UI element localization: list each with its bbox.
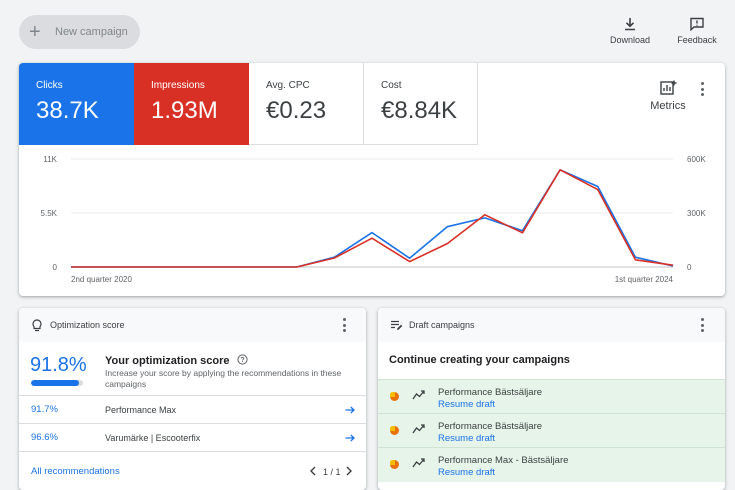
chevron-right-icon[interactable] xyxy=(345,466,353,476)
x-tick-label: 2nd quarter 2020 xyxy=(71,275,132,284)
optimization-description: Increase your score by applying the reco… xyxy=(105,368,342,389)
optimization-row-score: 91.7% xyxy=(31,404,58,415)
y-right-tick-label: 300K xyxy=(687,209,706,218)
performance-trend-icon xyxy=(412,424,425,434)
metric-avg-cpc[interactable]: Avg. CPC €0.23 xyxy=(249,63,364,145)
y-left-tick-label: 0 xyxy=(53,263,58,272)
divider xyxy=(19,423,366,424)
svg-text:?: ? xyxy=(240,357,244,364)
pagination-text: 1 / 1 xyxy=(323,467,341,477)
draft-campaign-row[interactable]: Performance Max - Bästsäljare Resume dra… xyxy=(378,447,725,482)
divider xyxy=(19,451,366,452)
draft-card-header: Draft campaigns xyxy=(378,308,725,342)
optimization-heading-text: Your optimization score xyxy=(105,355,230,367)
optimization-row-score: 96.6% xyxy=(31,432,58,443)
feedback-icon xyxy=(690,17,704,31)
y-left-tick-label: 5.5K xyxy=(41,209,58,218)
metric-clicks[interactable]: Clicks 38.7K xyxy=(19,63,134,145)
optimization-score-card: Optimization score 91.8% Your optimizati… xyxy=(19,308,366,490)
help-icon[interactable]: ? xyxy=(236,354,248,365)
optimization-row-name: Performance Max xyxy=(105,405,177,415)
metric-cost[interactable]: Cost €8.84K xyxy=(364,63,478,145)
optimization-card-header: Optimization score xyxy=(19,308,366,342)
optimization-row-name: Varumärke | Escooterfix xyxy=(105,433,201,443)
optimization-card-title: Optimization score xyxy=(50,320,125,330)
optimization-row[interactable]: 96.6% Varumärke | Escooterfix xyxy=(19,424,366,451)
metric-label: Impressions xyxy=(151,80,205,91)
draft-campaign-row[interactable]: Performance Bästsäljare Resume draft xyxy=(378,379,725,414)
optimization-score-bar xyxy=(31,380,83,386)
metric-value: 1.93M xyxy=(151,97,218,124)
feedback-button[interactable]: Feedback xyxy=(674,17,720,45)
chevron-left-icon[interactable] xyxy=(309,466,317,476)
metrics-button[interactable]: Metrics xyxy=(649,80,687,112)
optimization-score-value: 91.8% xyxy=(30,354,87,376)
resume-draft-link[interactable]: Resume draft xyxy=(438,433,496,444)
metric-value: 38.7K xyxy=(36,97,99,124)
metrics-label: Metrics xyxy=(650,100,686,112)
draft-status-icon xyxy=(390,392,399,401)
series-line-impressions xyxy=(71,168,674,268)
download-button[interactable]: Download xyxy=(606,17,654,45)
x-tick-label: 1st quarter 2024 xyxy=(615,275,674,284)
download-label: Download xyxy=(609,35,651,45)
add-chart-icon xyxy=(659,80,676,95)
metric-label: Clicks xyxy=(36,80,63,91)
performance-trend-icon xyxy=(412,458,425,468)
optimization-score-bar-fill xyxy=(31,380,79,386)
performance-chart-card: Clicks 38.7K Impressions 1.93M Avg. CPC … xyxy=(19,63,725,296)
chart-more-options-icon[interactable] xyxy=(695,82,709,96)
metric-value: €8.84K xyxy=(381,97,458,124)
plus-icon: + xyxy=(29,21,41,43)
arrow-right-icon[interactable] xyxy=(345,434,355,442)
lightbulb-icon xyxy=(32,319,42,332)
resume-draft-link[interactable]: Resume draft xyxy=(438,467,496,478)
performance-line-chart: 0 0 5.5K 300K 11K 600K 2nd quarter 2020 1st qua… xyxy=(41,155,707,284)
edit-list-icon xyxy=(391,320,403,330)
all-recommendations-link[interactable]: All recommendations xyxy=(31,466,120,477)
draft-more-options-icon[interactable] xyxy=(695,318,709,332)
feedback-label: Feedback xyxy=(677,35,717,45)
y-left-tick-label: 11K xyxy=(43,155,57,164)
draft-campaigns-card: Draft campaigns Continue creating your c… xyxy=(378,308,725,490)
new-campaign-button[interactable]: + New campaign xyxy=(19,15,140,49)
draft-heading: Continue creating your campaigns xyxy=(389,354,570,366)
draft-campaign-row[interactable]: Performance Bästsäljare Resume draft xyxy=(378,413,725,448)
metric-label: Cost xyxy=(381,80,402,91)
arrow-right-icon[interactable] xyxy=(345,406,355,414)
draft-status-icon xyxy=(390,426,399,435)
resume-draft-link[interactable]: Resume draft xyxy=(438,399,496,410)
metric-value: €0.23 xyxy=(266,97,327,124)
series-line-clicks xyxy=(71,168,674,268)
optimization-heading: Your optimization score ? xyxy=(105,354,248,367)
optimization-more-options-icon[interactable] xyxy=(337,318,351,332)
download-icon xyxy=(625,18,635,31)
y-right-tick-label: 600K xyxy=(687,155,706,164)
new-campaign-label: New campaign xyxy=(55,26,128,38)
metric-label: Avg. CPC xyxy=(266,80,310,91)
draft-status-icon xyxy=(390,460,399,469)
metric-impressions[interactable]: Impressions 1.93M xyxy=(134,63,249,145)
draft-card-title: Draft campaigns xyxy=(409,320,475,330)
divider xyxy=(19,395,366,396)
draft-campaign-name: Performance Bästsäljare xyxy=(438,387,543,398)
draft-campaign-name: Performance Max - Bästsäljare xyxy=(438,455,569,466)
optimization-row[interactable]: 91.7% Performance Max xyxy=(19,396,366,423)
performance-trend-icon xyxy=(412,390,425,400)
draft-campaign-name: Performance Bästsäljare xyxy=(438,421,543,432)
y-right-tick-label: 0 xyxy=(687,263,692,272)
